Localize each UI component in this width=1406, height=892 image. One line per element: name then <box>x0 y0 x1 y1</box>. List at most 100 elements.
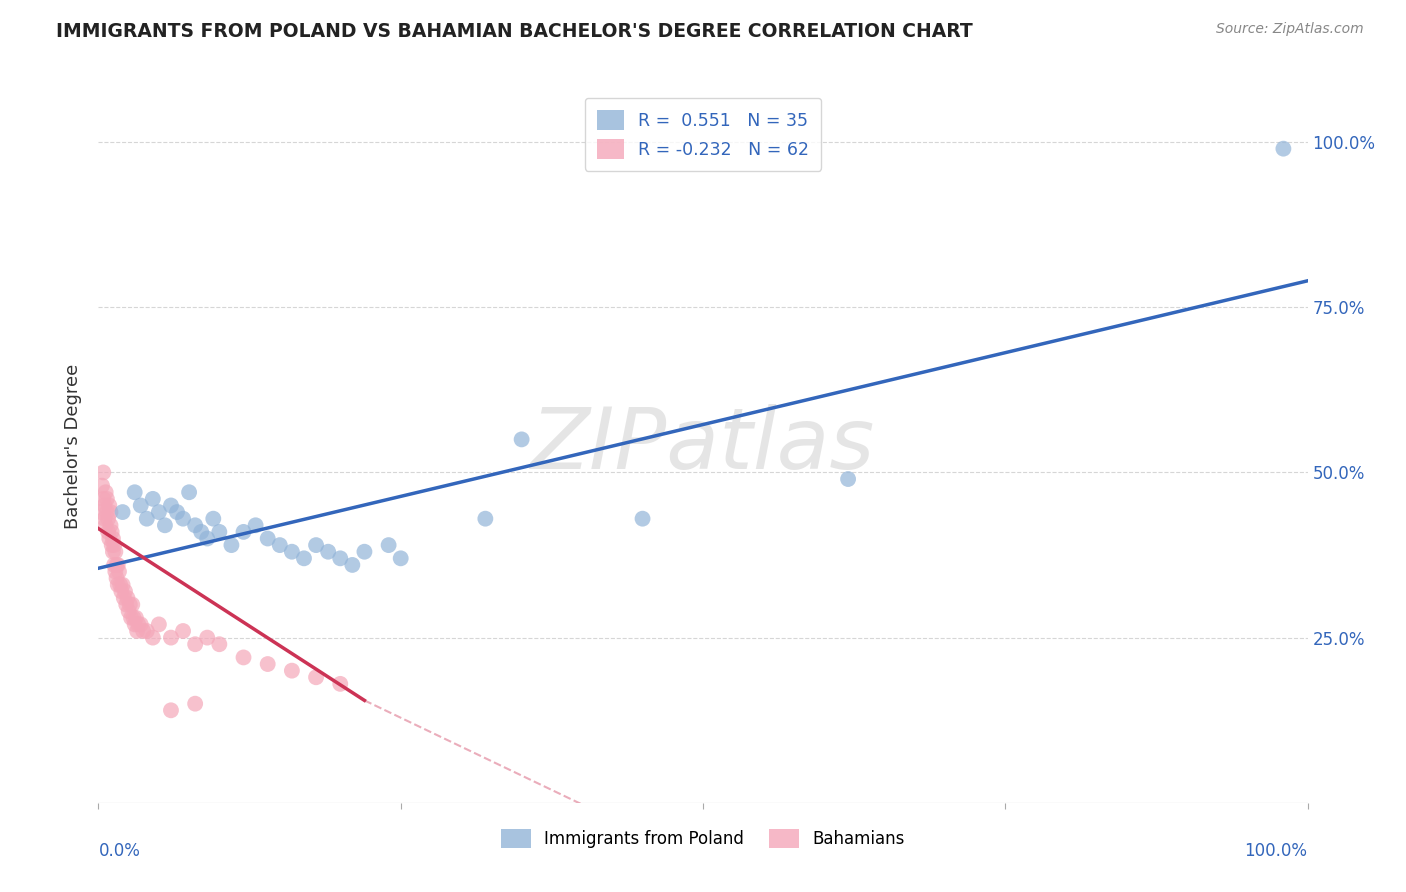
Point <box>135 511 157 525</box>
Point <box>135 624 157 638</box>
Point <box>129 617 152 632</box>
Point <box>111 578 134 592</box>
Point <box>108 578 131 592</box>
Point <box>389 551 412 566</box>
Point <box>281 545 304 559</box>
Point <box>115 598 138 612</box>
Point <box>342 558 364 572</box>
Point <box>124 617 146 632</box>
Point <box>108 565 131 579</box>
Point <box>148 505 170 519</box>
Point <box>96 505 118 519</box>
Point <box>184 697 207 711</box>
Point <box>104 545 127 559</box>
Point <box>100 505 122 519</box>
Point <box>125 611 148 625</box>
Legend: Immigrants from Poland, Bahamians: Immigrants from Poland, Bahamians <box>495 822 911 855</box>
Point <box>474 511 496 525</box>
Point <box>94 485 117 500</box>
Point <box>114 584 136 599</box>
Point <box>353 545 375 559</box>
Point <box>184 637 207 651</box>
Point <box>329 677 352 691</box>
Point <box>94 518 117 533</box>
Point <box>1272 142 1295 156</box>
Point <box>281 664 304 678</box>
Point <box>103 538 125 552</box>
Point <box>221 538 243 552</box>
Point <box>100 538 122 552</box>
Point <box>91 478 114 492</box>
Point <box>148 617 170 632</box>
Point <box>121 598 143 612</box>
Point <box>837 472 859 486</box>
Point <box>111 505 134 519</box>
Point <box>118 604 141 618</box>
Point <box>166 505 188 519</box>
Point <box>172 511 194 525</box>
Point <box>245 518 267 533</box>
Point <box>316 545 339 559</box>
Point <box>98 532 121 546</box>
Point <box>132 624 155 638</box>
Point <box>91 466 114 480</box>
Point <box>120 611 142 625</box>
Point <box>91 491 114 506</box>
Point <box>105 558 128 572</box>
Point <box>269 538 291 552</box>
Point <box>107 578 129 592</box>
Point <box>305 670 328 684</box>
Point <box>129 499 152 513</box>
Point <box>117 591 139 605</box>
Point <box>107 558 129 572</box>
Point <box>93 511 115 525</box>
Point <box>377 538 399 552</box>
Point <box>142 631 165 645</box>
Point <box>329 551 352 566</box>
Point <box>510 433 533 447</box>
Point <box>256 532 278 546</box>
Point <box>232 524 254 539</box>
Point <box>124 485 146 500</box>
Point <box>208 637 231 651</box>
Text: 100.0%: 100.0% <box>1244 842 1308 860</box>
Point <box>232 650 254 665</box>
Point <box>90 505 112 519</box>
Text: ZIPatlas: ZIPatlas <box>531 404 875 488</box>
Point <box>160 631 183 645</box>
Point <box>110 584 132 599</box>
Point <box>292 551 315 566</box>
Point <box>97 524 120 539</box>
Point <box>172 624 194 638</box>
Text: IMMIGRANTS FROM POLAND VS BAHAMIAN BACHELOR'S DEGREE CORRELATION CHART: IMMIGRANTS FROM POLAND VS BAHAMIAN BACHE… <box>56 22 973 41</box>
Text: Source: ZipAtlas.com: Source: ZipAtlas.com <box>1216 22 1364 37</box>
Point <box>104 565 127 579</box>
Point <box>101 532 124 546</box>
Point <box>112 591 135 605</box>
Point <box>105 571 128 585</box>
Point <box>202 511 225 525</box>
Point <box>160 499 183 513</box>
Point <box>208 524 231 539</box>
Point <box>93 499 115 513</box>
Point <box>127 617 149 632</box>
Point <box>98 499 121 513</box>
Point <box>118 598 141 612</box>
Point <box>142 491 165 506</box>
Point <box>97 511 120 525</box>
Point <box>100 518 122 533</box>
Point <box>122 611 145 625</box>
Point <box>184 518 207 533</box>
Point <box>103 558 125 572</box>
Point <box>179 485 201 500</box>
Y-axis label: Bachelor's Degree: Bachelor's Degree <box>65 363 83 529</box>
Point <box>96 491 118 506</box>
Point <box>101 545 124 559</box>
Point <box>160 703 183 717</box>
Point <box>190 524 212 539</box>
Point <box>153 518 176 533</box>
Point <box>127 624 149 638</box>
Point <box>256 657 278 671</box>
Point <box>305 538 328 552</box>
Point <box>631 511 654 525</box>
